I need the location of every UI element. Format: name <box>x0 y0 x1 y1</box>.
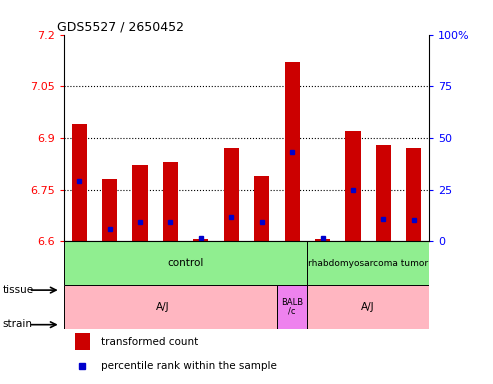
Bar <box>345 131 360 241</box>
Text: A/J: A/J <box>156 302 170 312</box>
Bar <box>64 241 307 285</box>
Bar <box>406 148 422 241</box>
Bar <box>163 162 178 241</box>
Bar <box>307 285 429 329</box>
Bar <box>307 241 429 285</box>
Bar <box>277 285 307 329</box>
Text: strain: strain <box>2 319 33 329</box>
Bar <box>254 176 269 241</box>
Text: BALB
/c: BALB /c <box>281 298 303 316</box>
Bar <box>133 166 148 241</box>
Text: percentile rank within the sample: percentile rank within the sample <box>101 361 277 371</box>
Bar <box>193 240 209 241</box>
Text: A/J: A/J <box>361 302 375 312</box>
Text: transformed count: transformed count <box>101 336 198 346</box>
Bar <box>224 148 239 241</box>
Bar <box>71 124 87 241</box>
Bar <box>75 333 90 350</box>
Bar <box>284 62 300 241</box>
Text: tissue: tissue <box>2 285 34 295</box>
Bar <box>376 145 391 241</box>
Bar <box>315 240 330 241</box>
Text: control: control <box>168 258 204 268</box>
Text: GDS5527 / 2650452: GDS5527 / 2650452 <box>57 20 184 33</box>
Bar <box>64 285 277 329</box>
Bar <box>102 179 117 241</box>
Text: rhabdomyosarcoma tumor: rhabdomyosarcoma tumor <box>308 258 428 268</box>
